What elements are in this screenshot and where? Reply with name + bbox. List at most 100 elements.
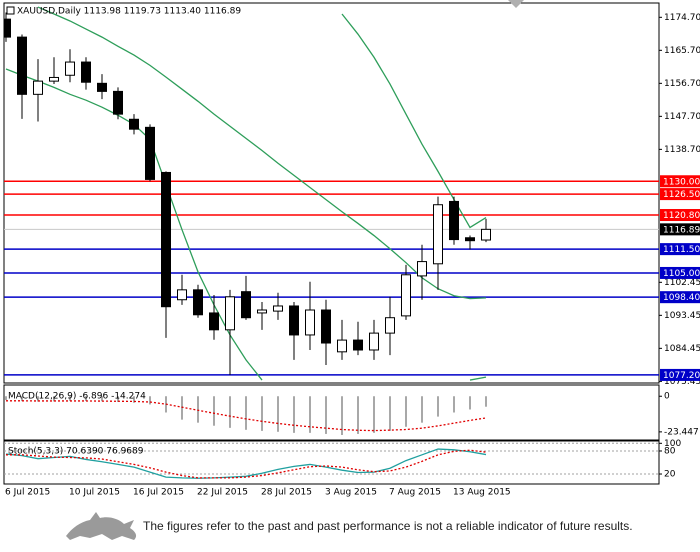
level-label: 1120.80	[663, 211, 700, 221]
macd-panel	[3, 384, 660, 441]
level-label: 1098.40	[663, 293, 700, 303]
macd-bar	[421, 396, 423, 423]
level-label-bg	[660, 243, 700, 256]
macd-bar	[117, 396, 119, 403]
candle-body	[17, 36, 27, 95]
candle-body	[225, 296, 235, 331]
level-label: 1130.00	[663, 177, 700, 187]
macd-bar	[293, 396, 295, 433]
y-tick-label: 80	[664, 446, 676, 456]
candle-body	[449, 200, 459, 241]
candle-body	[417, 261, 427, 277]
indicator-line	[341, 13, 487, 229]
indicator-line	[6, 400, 487, 432]
indicator-line	[6, 449, 487, 479]
plot-area	[5, 396, 487, 435]
y-tick-label: 1138.70	[664, 145, 700, 155]
macd-bar	[405, 396, 407, 427]
panel-title: Stoch(5,3,3) 70.6390 76.9689	[8, 447, 144, 457]
candle-body	[369, 332, 379, 351]
candle-body	[145, 126, 155, 180]
y-tick-label: 1102.45	[664, 278, 700, 288]
level-label-bg	[660, 188, 700, 201]
candle-body	[401, 274, 411, 317]
macd-bar	[245, 396, 247, 430]
macd-bar	[5, 396, 7, 401]
candle-body	[257, 309, 267, 314]
x-tick-label: 13 Aug 2015	[453, 488, 511, 498]
last-price-label-bg	[660, 223, 700, 236]
last-price-label: 1116.89	[663, 225, 700, 235]
candle-body	[273, 305, 283, 312]
level-label-bg	[660, 209, 700, 222]
chart: 1174.70 1165.70 1156.70 1147.70 1138.70 1102.…	[3, 0, 700, 498]
macd-bar	[437, 396, 439, 417]
x-tick-label: 10 Jul 2015	[69, 488, 120, 498]
candle-body	[129, 118, 139, 130]
candle-body	[353, 339, 363, 351]
panel-title: MACD(12,26,9) -6.896 -14.274	[8, 392, 146, 402]
macd-bar	[85, 396, 87, 401]
candle-body	[49, 76, 59, 82]
y-tick-label: -23.447	[664, 427, 699, 437]
candle-body	[241, 291, 251, 319]
x-tick-label: 28 Jul 2015	[261, 488, 312, 498]
macd-bar	[69, 396, 71, 401]
level-label: 1105.00	[663, 269, 700, 279]
stoch-panel	[3, 440, 660, 485]
plot-area	[4, 442, 659, 479]
level-label-bg	[660, 368, 700, 381]
macd-bar	[277, 396, 279, 432]
candle-body	[209, 312, 219, 331]
candle-body	[289, 305, 299, 336]
candle-body	[81, 61, 91, 83]
level-label-bg	[660, 266, 700, 279]
candle-body	[161, 171, 171, 308]
candle-body	[33, 80, 43, 95]
logo	[66, 512, 137, 540]
macd-bar	[53, 396, 55, 402]
macd-bar	[261, 396, 263, 431]
candle-body	[193, 289, 203, 316]
candle-body	[481, 228, 491, 241]
y-tick-label: 100	[664, 439, 681, 449]
candle-body	[321, 309, 331, 344]
macd-bar	[325, 396, 327, 434]
y-tick-label: 1075.45	[664, 377, 700, 387]
logo-shape	[66, 512, 137, 540]
candle-body	[65, 61, 75, 76]
y-tick-label: 1147.70	[664, 112, 700, 122]
macd-bar	[341, 396, 343, 435]
candle-body	[97, 82, 107, 92]
y-tick-label: 1093.45	[664, 311, 700, 321]
macd-bar	[469, 396, 471, 410]
y-tick-label: 1174.70	[664, 13, 700, 23]
macd-bar	[133, 396, 135, 403]
macd-bar	[213, 396, 215, 426]
candle-body	[385, 317, 395, 334]
x-tick-label: 7 Aug 2015	[389, 488, 441, 498]
x-tick-label: 22 Jul 2015	[197, 488, 248, 498]
plot-area	[4, 6, 659, 381]
y-tick-label: 1084.45	[664, 344, 700, 354]
candle-body	[465, 237, 475, 242]
macd-bar	[453, 396, 455, 413]
y-tick-label: 1165.70	[664, 46, 700, 56]
main-panel	[3, 2, 660, 384]
candle-body	[433, 204, 443, 265]
level-label: 1077.20	[663, 371, 700, 381]
y-tick-label: 1156.70	[664, 79, 700, 89]
level-label: 1111.50	[663, 245, 700, 255]
level-label-bg	[660, 291, 700, 304]
indicator-line	[469, 376, 487, 381]
macd-bar	[389, 396, 391, 431]
macd-bar	[21, 396, 23, 402]
macd-bar	[197, 396, 199, 423]
candle-body	[4, 18, 11, 38]
macd-bar	[101, 396, 103, 402]
x-tick-label: 6 Jul 2015	[5, 488, 50, 498]
indicator-line	[37, 6, 487, 300]
macd-bar	[181, 396, 183, 420]
macd-bar	[149, 396, 151, 405]
